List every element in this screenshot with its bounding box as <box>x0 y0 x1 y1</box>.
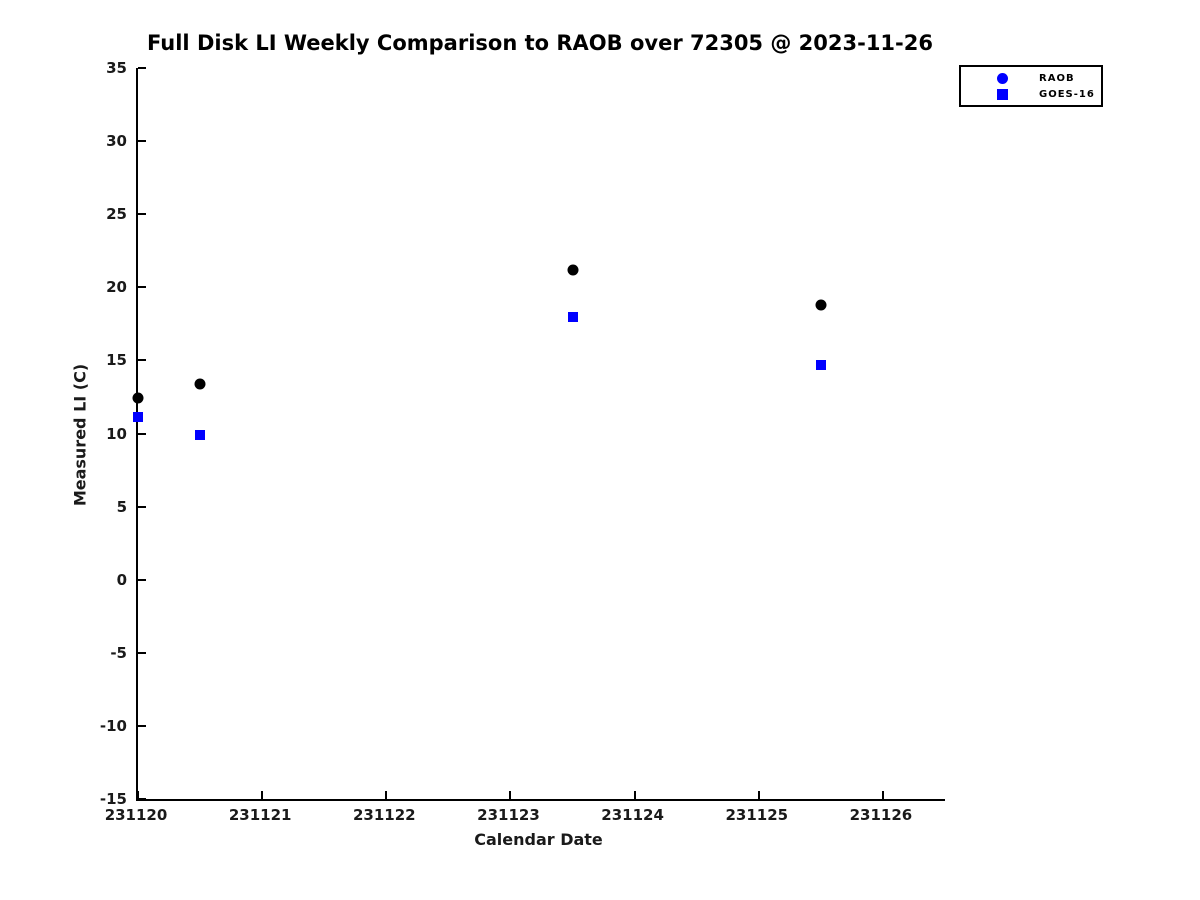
y-tick-label: 0 <box>116 570 127 589</box>
goes-16-point <box>195 429 206 440</box>
goes-16-point <box>567 311 578 322</box>
x-tick-mark <box>385 791 388 799</box>
x-tick-label: 231124 <box>601 806 664 824</box>
goes-16-point <box>133 412 143 423</box>
raob-point <box>132 392 144 404</box>
legend-label: RAOB <box>1039 72 1075 84</box>
y-tick-label: 30 <box>106 132 127 151</box>
raob-point <box>194 378 206 390</box>
x-tick-mark <box>757 791 760 799</box>
legend-item-goes-16: GOES-16 <box>961 86 1101 102</box>
legend-label: GOES-16 <box>1039 88 1095 100</box>
square-marker-icon <box>997 88 1008 100</box>
legend: RAOB GOES-16 <box>959 65 1103 107</box>
y-tick-mark <box>138 505 146 508</box>
raob-point <box>567 264 579 276</box>
x-tick-mark <box>137 791 139 799</box>
y-tick-label: -15 <box>99 790 127 808</box>
x-axis-label: Calendar Date <box>474 830 603 849</box>
x-tick-mark <box>261 791 264 799</box>
x-tick-label: 231126 <box>849 806 913 824</box>
circle-marker-icon <box>997 72 1008 84</box>
y-tick-mark <box>138 578 146 581</box>
y-tick-label: 20 <box>106 278 127 297</box>
x-tick-mark <box>881 791 884 799</box>
x-tick-label: 231123 <box>477 806 540 824</box>
y-tick-label: 15 <box>106 351 127 370</box>
x-tick-label: 231125 <box>725 806 789 824</box>
x-tick-label: 231120 <box>104 806 168 824</box>
y-tick-mark <box>138 67 146 69</box>
plot-area <box>132 67 945 801</box>
y-tick-mark <box>138 651 146 654</box>
goes-16-point <box>815 359 826 370</box>
y-tick-mark <box>138 213 146 216</box>
x-tick-mark <box>633 791 636 799</box>
y-tick-label: 10 <box>106 424 127 443</box>
legend-item-raob: RAOB <box>961 70 1101 86</box>
y-tick-mark <box>138 140 146 143</box>
raob-point <box>815 299 827 311</box>
y-tick-mark <box>138 286 146 289</box>
x-tick-mark <box>509 791 512 799</box>
y-tick-label: 5 <box>116 497 127 516</box>
x-tick-label: 231121 <box>228 806 292 824</box>
y-axis-label: Measured LI (C) <box>70 363 90 507</box>
y-tick-mark <box>138 798 146 800</box>
y-tick-mark <box>138 432 146 435</box>
y-tick-mark <box>138 359 146 362</box>
y-tick-label: 35 <box>106 59 127 77</box>
x-tick-label: 231122 <box>352 806 416 824</box>
y-tick-label: -5 <box>110 643 127 662</box>
y-tick-mark <box>138 724 146 727</box>
y-tick-label: -10 <box>99 716 127 735</box>
chart-title: Full Disk LI Weekly Comparison to RAOB o… <box>146 31 933 55</box>
y-tick-label: 25 <box>106 205 127 224</box>
